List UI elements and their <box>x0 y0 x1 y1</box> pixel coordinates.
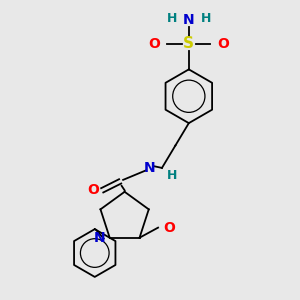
Text: O: O <box>87 183 99 197</box>
Text: S: S <box>183 37 194 52</box>
Text: N: N <box>144 161 156 175</box>
Text: N: N <box>94 231 105 245</box>
Text: O: O <box>148 37 160 51</box>
Text: H: H <box>201 12 211 25</box>
Text: O: O <box>164 220 175 235</box>
Text: H: H <box>167 12 177 25</box>
Text: N: N <box>183 13 195 27</box>
Text: O: O <box>217 37 229 51</box>
Text: H: H <box>167 169 177 182</box>
